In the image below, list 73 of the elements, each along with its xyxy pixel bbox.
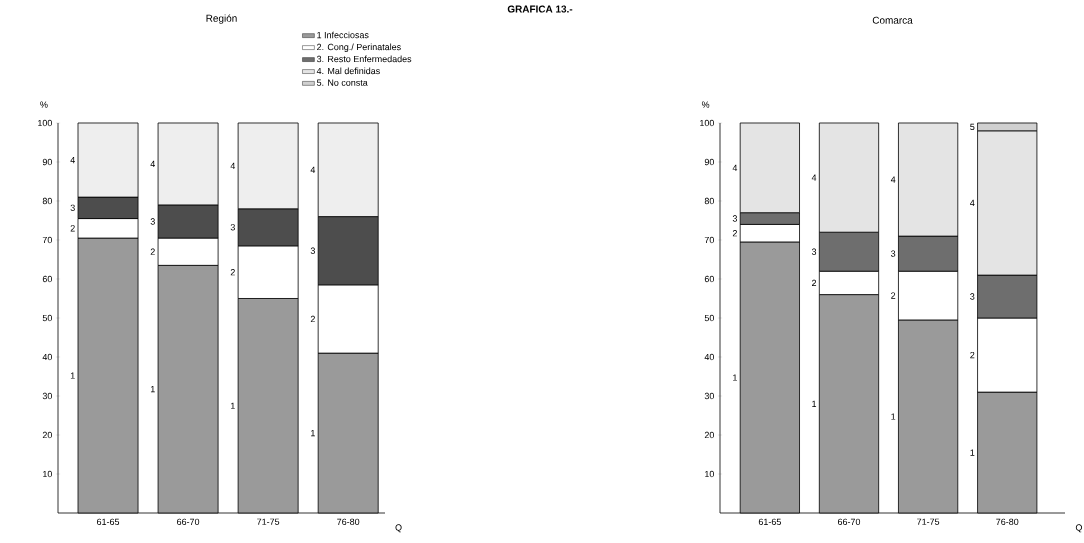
- y-tick-label: 40: [42, 353, 53, 361]
- y-tick-label: 90: [704, 158, 715, 166]
- annotation: 2: [150, 248, 155, 255]
- y-tick-label: 20: [704, 431, 715, 439]
- y-tick-label: 60: [704, 275, 715, 283]
- annotation: 3: [230, 224, 235, 231]
- y-tick-label: 100: [38, 119, 53, 127]
- y-tick-label: 30: [704, 392, 715, 400]
- annotation: 1: [812, 400, 817, 407]
- y-tick-label: 90: [42, 158, 53, 166]
- annotation: 3: [970, 293, 975, 300]
- y-tick-label: 10: [43, 470, 53, 478]
- annotation: 1: [733, 374, 737, 381]
- annotation: 2: [891, 292, 896, 299]
- annotation: 2: [812, 279, 817, 287]
- annotation: 1: [970, 449, 975, 456]
- y-tick-label: 100: [700, 119, 715, 127]
- annotation: 5: [970, 123, 975, 131]
- annotation: 4: [732, 164, 738, 171]
- x-tick-label: 71-75: [917, 518, 940, 525]
- annotation: 3: [310, 247, 315, 254]
- y-axis-title: %: [40, 101, 48, 108]
- annotation: 1: [891, 413, 896, 420]
- y-tick-label: 70: [704, 236, 715, 244]
- text: GRAFICA 13.-: [507, 5, 573, 13]
- annotation: 1: [150, 386, 155, 393]
- x-axis-title: Q: [395, 524, 402, 533]
- y-axis-title: %: [701, 101, 710, 108]
- legend-label: 3. Resto Enfermedades: [316, 55, 412, 63]
- annotation: 2: [310, 315, 315, 323]
- annotation: 3: [150, 218, 155, 225]
- annotation: 3: [70, 204, 75, 211]
- annotation: 4: [310, 166, 316, 173]
- chart-title: Comarca: [872, 16, 913, 24]
- annotation: 4: [150, 160, 155, 168]
- annotation: 4: [811, 174, 817, 181]
- y-tick-label: 50: [42, 314, 53, 322]
- y-tick-label: 70: [42, 236, 53, 244]
- annotation: 4: [70, 156, 75, 164]
- legend-label: 2. Cong./ Perinatales: [317, 43, 401, 52]
- x-axis-title: Q: [1075, 524, 1082, 533]
- x-tick-label: 66-70: [837, 518, 861, 525]
- x-tick-label: 66-70: [177, 518, 200, 525]
- x-tick-label: 71-75: [257, 518, 280, 525]
- y-tick-label: 30: [42, 392, 53, 400]
- annotation: 3: [811, 248, 817, 255]
- legend-label: 4. Mal definidas: [316, 67, 380, 75]
- annotation: 2: [70, 225, 75, 232]
- annotation: 4: [230, 162, 236, 169]
- chart-title: Región: [206, 14, 237, 24]
- annotation: 1: [311, 429, 315, 437]
- annotation: 4: [890, 176, 896, 183]
- y-tick-label: 20: [42, 431, 53, 439]
- x-tick-label: 76-80: [996, 518, 1019, 525]
- x-tick-label: 76-80: [337, 518, 360, 525]
- y-tick-label: 80: [42, 197, 53, 205]
- annotation: 2: [970, 351, 975, 359]
- annotation: 1: [231, 402, 235, 409]
- y-tick-label: 60: [42, 275, 53, 283]
- legend-label: 5. No consta: [316, 79, 368, 86]
- annotation: 4: [970, 199, 975, 207]
- x-tick-label: 61-65: [97, 518, 120, 525]
- y-tick-label: 40: [704, 353, 715, 361]
- annotation: 2: [732, 230, 737, 237]
- annotation: 1: [70, 372, 75, 379]
- x-tick-label: 61-65: [758, 518, 781, 525]
- y-tick-label: 80: [704, 197, 715, 205]
- annotation: 3: [891, 250, 896, 257]
- y-tick-label: 50: [704, 314, 715, 322]
- y-tick-label: 10: [705, 470, 715, 478]
- annotation: 2: [230, 269, 235, 276]
- annotation: 3: [732, 215, 738, 222]
- legend-label: 1 Infecciosas: [317, 31, 369, 39]
